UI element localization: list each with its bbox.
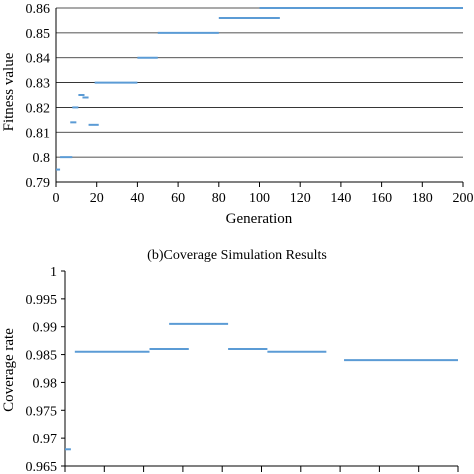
fitness-y-tick-label: 0.81: [26, 126, 51, 141]
coverage-y-tick-label: 0.965: [26, 460, 58, 474]
fitness-y-tick-label: 0.79: [26, 176, 51, 191]
fitness-x-tick-label: 100: [249, 191, 270, 206]
fitness-x-tick-label: 80: [212, 191, 226, 206]
fitness-y-tick-label: 0.86: [26, 2, 51, 17]
fitness-y-tick-label: 0.84: [26, 52, 51, 67]
fitness-x-tick-label: 160: [371, 191, 392, 206]
fitness-series: [56, 7, 463, 171]
coverage-y-tick-label: 0.98: [33, 376, 58, 391]
fitness-chart: 0.79 0.8 0.81 0.82 0.83 0.84 0.85 0.86 0 20 40 60 8…: [1, 2, 474, 227]
fitness-y-axis-title: Fitness value: [1, 52, 17, 131]
coverage-axes: [61, 270, 458, 467]
coverage-y-tick-label: 0.99: [33, 321, 58, 336]
fitness-x-tick-label: 200: [453, 191, 474, 206]
fitness-x-tick-label: 0: [53, 191, 60, 206]
fitness-x-tick-label: 20: [90, 191, 104, 206]
fitness-y-tick-label: 0.83: [26, 77, 51, 92]
coverage-y-tick-label: 0.975: [26, 404, 58, 419]
coverage-y-axis-title: Coverage rate: [1, 328, 17, 412]
fitness-x-tick-label: 60: [171, 191, 185, 206]
coverage-y-tick-labels: 0.965 0.97 0.975 0.98 0.985 0.99 0.995 1: [26, 265, 58, 474]
fitness-x-tick-label: 180: [412, 191, 433, 206]
coverage-chart: (b)Coverage Simulation Results 0.965 0.97…: [1, 248, 459, 474]
fitness-x-tick-labels: 0 20 40 60 80 100 120 140 160 180 200: [53, 191, 474, 206]
fitness-x-axis-title: Generation: [226, 211, 293, 227]
coverage-x-tick-marks: [64, 466, 459, 472]
coverage-y-tick-label: 0.97: [33, 432, 58, 447]
fitness-y-tick-label: 0.82: [26, 101, 51, 116]
fitness-x-tick-label: 140: [330, 191, 351, 206]
fitness-x-tick-label: 120: [290, 191, 311, 206]
coverage-chart-title: (b)Coverage Simulation Results: [147, 248, 327, 263]
coverage-series: [65, 322, 458, 451]
fitness-y-tick-label: 0.85: [26, 27, 51, 42]
fitness-x-tick-label: 40: [130, 191, 144, 206]
coverage-y-tick-label: 0.995: [26, 293, 58, 308]
coverage-y-tick-label: 0.985: [26, 349, 58, 364]
coverage-y-tick-label: 1: [50, 265, 57, 280]
fitness-axes: [55, 8, 464, 187]
fitness-y-tick-label: 0.8: [33, 151, 51, 166]
fitness-y-tick-labels: 0.79 0.8 0.81 0.82 0.83 0.84 0.85 0.86: [26, 2, 51, 191]
